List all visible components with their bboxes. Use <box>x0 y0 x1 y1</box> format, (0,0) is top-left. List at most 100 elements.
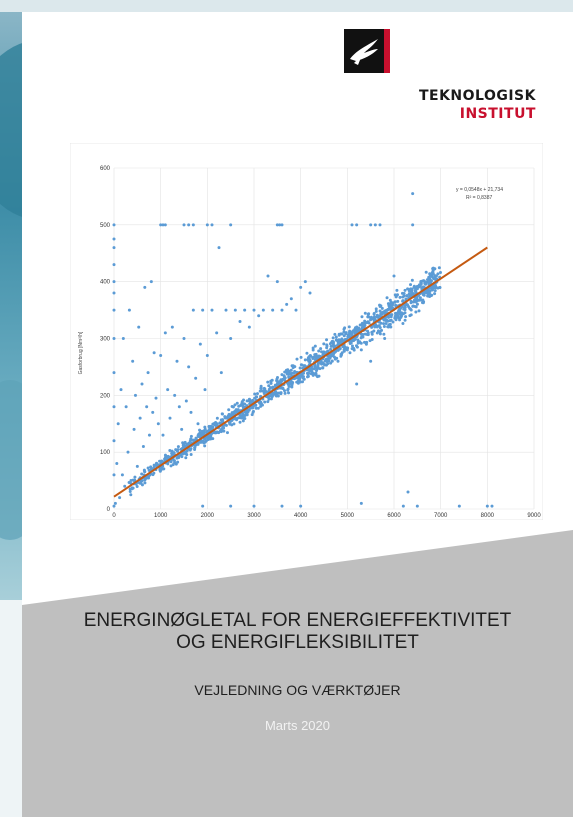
data-point <box>275 375 279 379</box>
data-point <box>360 315 364 319</box>
data-point <box>170 451 174 455</box>
data-point <box>374 309 378 313</box>
data-point <box>415 302 419 306</box>
data-point <box>159 354 163 358</box>
data-point <box>382 324 386 328</box>
data-point <box>286 368 290 372</box>
data-point <box>232 410 236 414</box>
data-point <box>189 447 193 451</box>
data-point <box>163 456 167 460</box>
data-point <box>343 345 347 349</box>
footer-band <box>22 530 573 817</box>
data-point <box>253 392 257 396</box>
data-point <box>383 337 387 340</box>
data-point <box>254 403 258 407</box>
data-point <box>233 403 237 407</box>
data-point <box>199 431 203 435</box>
data-point <box>393 315 397 319</box>
data-point <box>373 317 377 321</box>
data-point <box>294 308 298 312</box>
data-point <box>340 332 344 336</box>
data-point <box>151 410 155 414</box>
data-point <box>222 426 226 430</box>
data-point <box>128 490 132 494</box>
data-point <box>243 308 247 312</box>
data-point <box>401 504 405 508</box>
data-point <box>251 409 255 413</box>
data-point <box>247 397 251 401</box>
data-point <box>173 461 177 465</box>
data-point <box>173 393 177 397</box>
data-point <box>297 379 301 383</box>
data-point <box>194 436 198 440</box>
data-point <box>311 348 315 352</box>
data-point <box>320 350 324 354</box>
data-point <box>133 393 137 397</box>
data-point <box>330 359 334 363</box>
data-point <box>121 337 125 340</box>
data-point <box>290 385 294 389</box>
data-point <box>267 384 271 388</box>
data-point <box>421 298 425 302</box>
data-point <box>318 367 322 371</box>
data-point <box>281 387 285 391</box>
data-point <box>168 449 172 453</box>
data-point <box>391 320 395 324</box>
data-point <box>412 285 416 289</box>
data-point <box>387 325 391 329</box>
data-point <box>400 313 404 317</box>
data-point <box>115 462 119 466</box>
data-point <box>335 356 339 360</box>
data-point <box>163 453 167 457</box>
data-point <box>210 308 214 312</box>
data-point <box>321 366 325 370</box>
data-point <box>313 344 317 348</box>
x-tick-label: 4000 <box>294 513 308 519</box>
data-point <box>299 355 303 359</box>
data-point <box>329 347 333 351</box>
data-point <box>152 471 156 475</box>
data-point <box>275 382 279 386</box>
data-point <box>372 315 376 319</box>
data-point <box>434 274 438 278</box>
data-point <box>342 330 346 334</box>
data-point <box>348 329 352 333</box>
data-point <box>367 315 371 319</box>
data-point <box>424 270 428 274</box>
data-point <box>135 485 139 489</box>
x-tick-label: 5000 <box>341 513 355 519</box>
data-point <box>168 416 172 420</box>
data-point <box>323 363 327 367</box>
data-point <box>427 281 431 285</box>
data-point <box>437 266 441 270</box>
data-point <box>485 504 489 508</box>
data-point <box>139 481 143 485</box>
data-point <box>430 288 434 292</box>
data-point <box>291 366 295 370</box>
title-line2: OG ENERGIFLEKSIBILITET <box>176 632 419 653</box>
data-point <box>410 278 414 282</box>
data-point <box>277 391 281 395</box>
data-point <box>366 329 370 333</box>
data-point <box>490 504 494 508</box>
data-point <box>359 336 363 340</box>
data-point <box>239 414 243 418</box>
data-point <box>289 380 293 384</box>
data-point <box>398 295 402 299</box>
data-point <box>132 427 136 431</box>
data-point <box>388 302 392 306</box>
data-point <box>361 322 365 326</box>
data-point <box>140 472 144 476</box>
data-point <box>193 446 197 450</box>
data-point <box>129 493 133 497</box>
data-point <box>336 359 340 363</box>
data-point <box>201 308 205 312</box>
data-point <box>433 292 437 296</box>
data-point <box>258 401 262 405</box>
data-point <box>337 338 341 342</box>
data-point <box>112 237 116 241</box>
data-point <box>219 371 223 375</box>
data-point <box>241 412 245 416</box>
data-point <box>238 319 242 323</box>
